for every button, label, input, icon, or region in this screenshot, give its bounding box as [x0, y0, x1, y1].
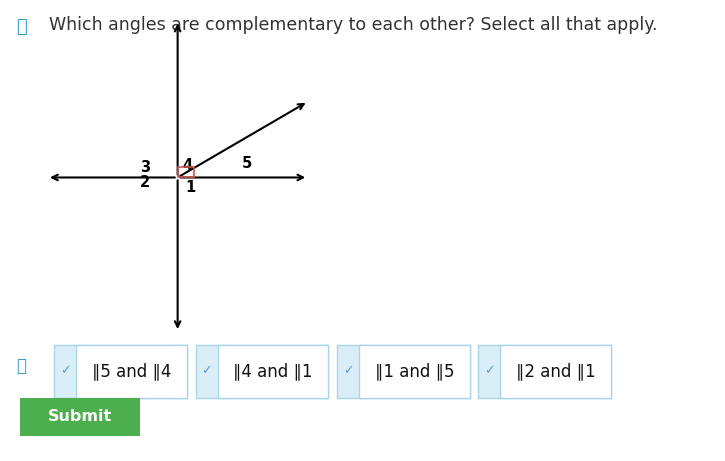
Text: 3: 3: [140, 160, 150, 175]
Text: ∥2 and ∥1: ∥2 and ∥1: [516, 362, 595, 380]
Text: Submit: Submit: [48, 409, 112, 424]
Bar: [54, 345, 187, 397]
Text: ∥1 and ∥5: ∥1 and ∥5: [375, 362, 454, 380]
Bar: [196, 345, 328, 397]
Bar: [359, 345, 470, 397]
Text: ✓: ✓: [202, 365, 212, 378]
Text: ✓: ✓: [60, 365, 70, 378]
Text: ✓: ✓: [343, 365, 353, 378]
Bar: [178, 167, 194, 177]
Text: 🔊: 🔊: [16, 357, 26, 376]
Text: ✓: ✓: [484, 365, 494, 378]
Text: Which angles are complementary to each other? Select all that apply.: Which angles are complementary to each o…: [49, 16, 658, 34]
Bar: [500, 345, 611, 397]
Text: 2: 2: [140, 175, 150, 189]
Text: 4: 4: [182, 158, 192, 172]
Bar: [76, 345, 187, 397]
Bar: [478, 345, 611, 397]
Bar: [218, 345, 328, 397]
Text: 1: 1: [186, 180, 196, 195]
Bar: [20, 398, 140, 436]
Text: ∥4 and ∥1: ∥4 and ∥1: [233, 362, 312, 380]
Bar: [337, 345, 470, 397]
Text: ∥5 and ∥4: ∥5 and ∥4: [92, 362, 171, 380]
Text: 🔊: 🔊: [16, 18, 27, 35]
Text: 5: 5: [241, 156, 252, 171]
